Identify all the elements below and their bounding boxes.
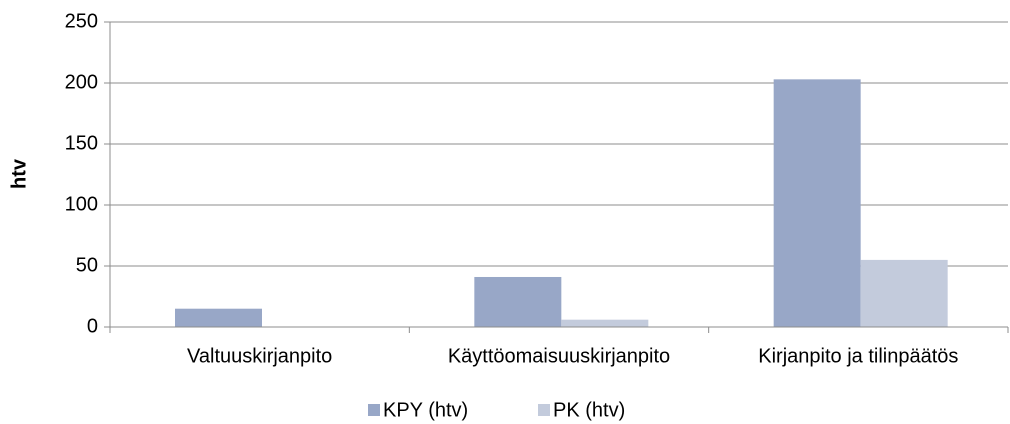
bar xyxy=(175,308,262,327)
legend-label: PK (htv) xyxy=(553,399,625,421)
x-tick-label: Valtuuskirjanpito xyxy=(187,345,332,367)
y-tick-label: 0 xyxy=(87,315,98,337)
bar xyxy=(773,79,861,327)
bar xyxy=(860,259,948,327)
y-tick-label: 250 xyxy=(65,10,98,32)
x-tick-label: Kirjanpito ja tilinpäätös xyxy=(758,345,958,367)
legend-swatch xyxy=(368,404,380,416)
y-tick-label: 50 xyxy=(76,254,98,276)
bar xyxy=(474,276,562,327)
legend-swatch xyxy=(538,404,550,416)
y-tick-label: 150 xyxy=(65,132,98,154)
y-tick-label: 200 xyxy=(65,71,98,93)
legend-label: KPY (htv) xyxy=(383,399,468,421)
x-tick-label: Käyttöomaisuuskirjanpito xyxy=(448,345,670,367)
y-axis-label: htv xyxy=(8,158,30,189)
y-tick-label: 100 xyxy=(65,193,98,215)
bar xyxy=(561,319,649,327)
